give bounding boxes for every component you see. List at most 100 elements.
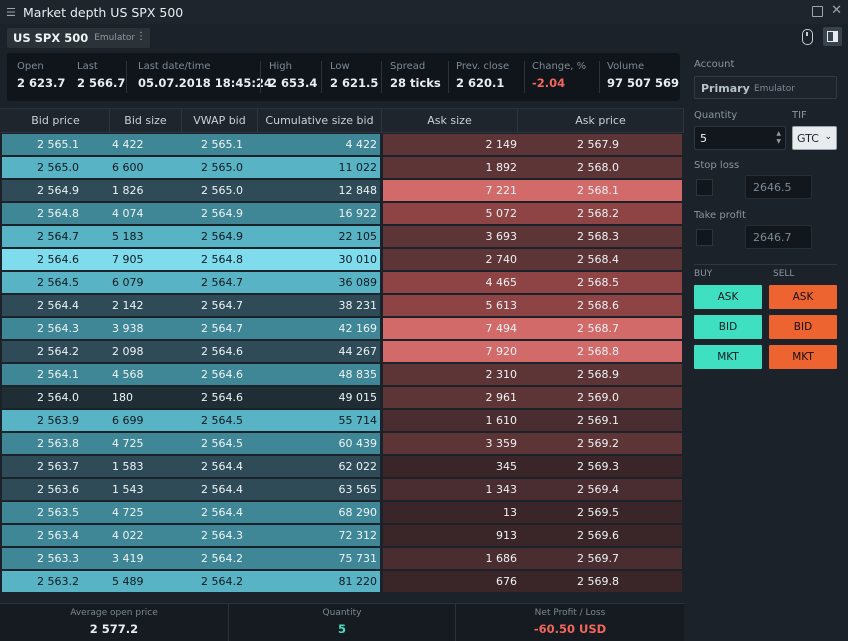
table-row[interactable]: 2 563.4 4 022 2 564.3 72 312 913 2 569.6 (0, 524, 684, 547)
maximize-icon[interactable] (812, 6, 823, 17)
table-row[interactable]: 2 564.5 6 079 2 564.7 36 089 4 465 2 568.5 (0, 271, 684, 294)
close-icon[interactable]: ✕ (831, 3, 842, 18)
ask-side[interactable]: 2 310 2 568.9 (383, 364, 682, 385)
quantity-input[interactable]: 5 ▲ ▼ (694, 126, 786, 150)
ask-side[interactable]: 1 343 2 569.4 (383, 479, 682, 500)
bid-side[interactable]: 2 564.2 2 098 2 564.6 44 267 (2, 341, 380, 362)
table-row[interactable]: 2 564.2 2 098 2 564.6 44 267 7 920 2 568.8 (0, 340, 684, 363)
bid-side[interactable]: 2 564.7 5 183 2 564.9 22 105 (2, 226, 380, 247)
scrollbar[interactable] (675, 133, 684, 605)
ask-side[interactable]: 913 2 569.6 (383, 525, 682, 546)
sell-bid-button[interactable]: BID (769, 315, 837, 339)
vwap-bid-cell: 2 565.0 (201, 161, 243, 174)
table-row[interactable]: 2 563.6 1 543 2 564.4 63 565 1 343 2 569.4 (0, 478, 684, 501)
column-header-cumulative-size-bid[interactable]: Cumulative size bid (258, 109, 382, 132)
ask-side[interactable]: 7 494 2 568.7 (383, 318, 682, 339)
bid-side[interactable]: 2 564.6 7 905 2 564.8 30 010 (2, 249, 380, 270)
buy-ask-button[interactable]: ASK (694, 285, 762, 309)
bid-side[interactable]: 2 565.1 4 422 2 565.1 4 422 (2, 134, 380, 155)
quantity-stepper-icon[interactable]: ▲ ▼ (776, 130, 781, 145)
column-header-vwap-bid[interactable]: VWAP bid (182, 109, 258, 132)
ask-side[interactable]: 1 892 2 568.0 (383, 157, 682, 178)
ask-side[interactable]: 676 2 569.8 (383, 571, 682, 592)
ask-side[interactable]: 4 465 2 568.5 (383, 272, 682, 293)
table-row[interactable]: 2 564.4 2 142 2 564.7 38 231 5 613 2 568.6 (0, 294, 684, 317)
ask-side[interactable]: 2 149 2 567.9 (383, 134, 682, 155)
vwap-bid-cell: 2 564.6 (201, 391, 243, 404)
bid-side[interactable]: 2 565.0 6 600 2 565.0 11 022 (2, 157, 380, 178)
table-row[interactable]: 2 563.9 6 699 2 564.5 55 714 1 610 2 569.1 (0, 409, 684, 432)
stop-loss-input[interactable]: 2646.5 (745, 175, 812, 199)
bid-side[interactable]: 2 563.6 1 543 2 564.4 63 565 (2, 479, 380, 500)
column-header-ask-price[interactable]: Ask price (518, 109, 684, 132)
table-row[interactable]: 2 564.6 7 905 2 564.8 30 010 2 740 2 568.4 (0, 248, 684, 271)
bid-side[interactable]: 2 563.5 4 725 2 564.4 68 290 (2, 502, 380, 523)
ask-side[interactable]: 3 693 2 568.3 (383, 226, 682, 247)
column-header-ask-size[interactable]: Ask size (382, 109, 518, 132)
ask-side[interactable]: 1 610 2 569.1 (383, 410, 682, 431)
bid-side[interactable]: 2 564.4 2 142 2 564.7 38 231 (2, 295, 380, 316)
hamburger-menu-icon[interactable]: ☰ (6, 5, 16, 19)
table-row[interactable]: 2 563.8 4 725 2 564.5 60 439 3 359 2 569.2 (0, 432, 684, 455)
ask-price-cell: 2 568.1 (577, 184, 619, 197)
bid-side[interactable]: 2 564.0 180 2 564.6 49 015 (2, 387, 380, 408)
ask-side[interactable]: 1 686 2 569.7 (383, 548, 682, 569)
table-row[interactable]: 2 564.3 3 938 2 564.7 42 169 7 494 2 568.7 (0, 317, 684, 340)
table-row[interactable]: 2 563.7 1 583 2 564.4 62 022 345 2 569.3 (0, 455, 684, 478)
bid-side[interactable]: 2 563.3 3 419 2 564.2 75 731 (2, 548, 380, 569)
table-row[interactable]: 2 563.5 4 725 2 564.4 68 290 13 2 569.5 (0, 501, 684, 524)
sell-mkt-button[interactable]: MKT (769, 345, 837, 369)
bid-side[interactable]: 2 563.2 5 489 2 564.2 81 220 (2, 571, 380, 592)
take-profit-input[interactable]: 2646.7 (745, 225, 812, 249)
column-header-bid-size[interactable]: Bid size (110, 109, 182, 132)
bid-side[interactable]: 2 563.9 6 699 2 564.5 55 714 (2, 410, 380, 431)
ask-side[interactable]: 5 613 2 568.6 (383, 295, 682, 316)
table-row[interactable]: 2 564.8 4 074 2 564.9 16 922 5 072 2 568.2 (0, 202, 684, 225)
ask-side[interactable]: 3 359 2 569.2 (383, 433, 682, 454)
buy-bid-button[interactable]: BID (694, 315, 762, 339)
ask-side[interactable]: 7 920 2 568.8 (383, 341, 682, 362)
stop-loss-checkbox[interactable] (696, 179, 713, 196)
mouse-trading-icon[interactable] (802, 29, 813, 45)
account-label: Account (694, 59, 735, 70)
symbol-name: US SPX 500 (13, 31, 89, 45)
bid-side[interactable]: 2 564.1 4 568 2 564.6 48 835 (2, 364, 380, 385)
ask-side[interactable]: 13 2 569.5 (383, 502, 682, 523)
ask-side[interactable]: 2 740 2 568.4 (383, 249, 682, 270)
vwap-bid-cell: 2 564.7 (201, 299, 243, 312)
bid-side[interactable]: 2 563.8 4 725 2 564.5 60 439 (2, 433, 380, 454)
take-profit-checkbox[interactable] (696, 229, 713, 246)
more-options-icon[interactable]: ⋮ (136, 31, 146, 42)
ask-side[interactable]: 2 961 2 569.0 (383, 387, 682, 408)
bid-side[interactable]: 2 563.7 1 583 2 564.4 62 022 (2, 456, 380, 477)
table-row[interactable]: 2 564.7 5 183 2 564.9 22 105 3 693 2 568.3 (0, 225, 684, 248)
table-row[interactable]: 2 563.3 3 419 2 564.2 75 731 1 686 2 569.7 (0, 547, 684, 570)
symbol-selector[interactable]: US SPX 500 Emulator ⋮ (7, 28, 150, 48)
bid-side[interactable]: 2 564.9 1 826 2 565.0 12 848 (2, 180, 380, 201)
bid-side[interactable]: 2 564.5 6 079 2 564.7 36 089 (2, 272, 380, 293)
bid-price-cell: 2 563.5 (37, 506, 79, 519)
bid-price-cell: 2 563.8 (37, 437, 79, 450)
cumulative-size-cell: 30 010 (338, 253, 378, 266)
bid-size-cell: 5 183 (112, 230, 144, 243)
account-selector[interactable]: Primary Emulator (694, 76, 837, 99)
buy-mkt-button[interactable]: MKT (694, 345, 762, 369)
tif-select[interactable]: GTC ⌄ (792, 126, 837, 150)
table-row[interactable]: 2 565.1 4 422 2 565.1 4 422 2 149 2 567.9 (0, 133, 684, 156)
table-row[interactable]: 2 565.0 6 600 2 565.0 11 022 1 892 2 568.0 (0, 156, 684, 179)
table-row[interactable]: 2 564.1 4 568 2 564.6 48 835 2 310 2 568.9 (0, 363, 684, 386)
bid-size-cell: 3 419 (112, 552, 144, 565)
ask-side[interactable]: 7 221 2 568.1 (383, 180, 682, 201)
bid-side[interactable]: 2 564.3 3 938 2 564.7 42 169 (2, 318, 380, 339)
table-row[interactable]: 2 564.0 180 2 564.6 49 015 2 961 2 569.0 (0, 386, 684, 409)
toggle-panel-icon[interactable] (823, 27, 842, 46)
bid-side[interactable]: 2 563.4 4 022 2 564.3 72 312 (2, 525, 380, 546)
table-row[interactable]: 2 563.2 5 489 2 564.2 81 220 676 2 569.8 (0, 570, 684, 593)
ask-side[interactable]: 5 072 2 568.2 (383, 203, 682, 224)
column-header-bid-price[interactable]: Bid price (2, 109, 110, 132)
sell-ask-button[interactable]: ASK (769, 285, 837, 309)
table-row[interactable]: 2 564.9 1 826 2 565.0 12 848 7 221 2 568.1 (0, 179, 684, 202)
bid-side[interactable]: 2 564.8 4 074 2 564.9 16 922 (2, 203, 380, 224)
ask-side[interactable]: 345 2 569.3 (383, 456, 682, 477)
vwap-bid-cell: 2 564.5 (201, 437, 243, 450)
